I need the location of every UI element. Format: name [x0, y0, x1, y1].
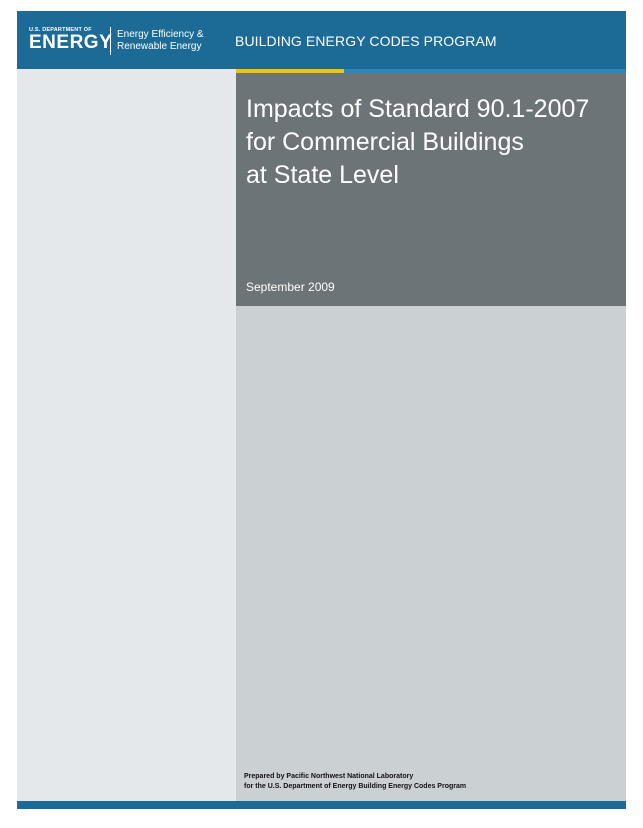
accent-stripe-yellow [236, 69, 344, 73]
body-panel: Prepared by Pacific Northwest National L… [236, 306, 626, 801]
title-panel: Impacts of Standard 90.1-2007 for Commer… [236, 73, 626, 306]
title-line-1: Impacts of Standard 90.1-2007 [246, 95, 590, 123]
publication-date: September 2009 [246, 280, 335, 294]
left-panel [17, 69, 236, 801]
logo-energy-text: ENERGY [29, 32, 113, 53]
doe-logo: U.S. DEPARTMENT OF ENERGY [29, 27, 112, 52]
office-line-1: Energy Efficiency & [117, 29, 204, 40]
logo-department-text: U.S. DEPARTMENT OF [29, 27, 92, 33]
title-line-2: for Commercial Buildings [246, 128, 524, 156]
accent-stripe-blue [344, 69, 626, 73]
title-line-3: at State Level [246, 161, 399, 189]
program-name: BUILDING ENERGY CODES PROGRAM [235, 33, 497, 49]
footer-bar [17, 801, 626, 809]
office-line-2: Renewable Energy [117, 41, 202, 52]
logo-divider [110, 27, 111, 55]
report-title: Impacts of Standard 90.1-2007 for Commer… [246, 93, 621, 192]
prepared-line-1: Prepared by Pacific Northwest National L… [244, 773, 414, 780]
header-bar: U.S. DEPARTMENT OF ENERGY Energy Efficie… [17, 11, 626, 69]
office-name: Energy Efficiency & Renewable Energy [117, 29, 204, 53]
prepared-line-2: for the U.S. Department of Energy Buildi… [244, 783, 467, 790]
prepared-by-note: Prepared by Pacific Northwest National L… [244, 772, 466, 792]
